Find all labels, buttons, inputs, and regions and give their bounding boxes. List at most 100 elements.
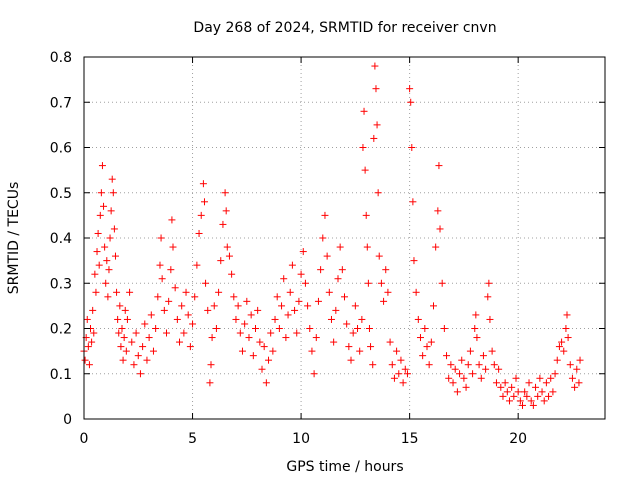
data-point (464, 361, 472, 369)
data-point (351, 302, 359, 310)
data-point (532, 383, 540, 391)
data-point (458, 356, 466, 364)
data-point (485, 279, 493, 287)
data-point (195, 229, 203, 237)
data-point (222, 207, 230, 215)
data-point (301, 279, 309, 287)
data-point (167, 266, 175, 274)
data-point (370, 134, 378, 142)
data-point (512, 374, 520, 382)
data-point (149, 347, 157, 355)
x-tick-labels: 0 5 10 15 20 (80, 431, 528, 447)
data-point (416, 334, 424, 342)
data-point (347, 356, 355, 364)
data-point (101, 243, 109, 251)
data-point (495, 365, 503, 373)
data-point (508, 383, 516, 391)
data-point (553, 356, 561, 364)
data-point (249, 352, 257, 360)
y-tick-label: 0.5 (50, 186, 72, 202)
data-point (245, 334, 253, 342)
data-point (571, 383, 579, 391)
data-point (377, 279, 385, 287)
data-point (293, 329, 301, 337)
data-point (466, 347, 474, 355)
data-point (317, 266, 325, 274)
data-point (238, 347, 246, 355)
data-point (92, 288, 100, 296)
data-point (89, 306, 97, 314)
data-point (388, 361, 396, 369)
data-point (573, 365, 581, 373)
data-point (334, 275, 342, 283)
data-point (308, 347, 316, 355)
data-point (345, 343, 353, 351)
data-point (492, 379, 500, 387)
data-point (330, 338, 338, 346)
data-point (260, 343, 268, 351)
data-point (207, 361, 215, 369)
data-point (215, 288, 223, 296)
data-point (486, 315, 494, 323)
data-point (505, 397, 513, 405)
data-point (406, 85, 414, 93)
data-point (365, 325, 373, 332)
data-point (210, 302, 218, 310)
grid-lines (84, 57, 605, 419)
data-point (269, 347, 277, 355)
data-point (219, 220, 227, 228)
data-point (147, 311, 155, 319)
data-point (497, 383, 505, 391)
data-point (178, 302, 186, 310)
x-tick-label: 5 (188, 431, 197, 447)
data-point (390, 374, 398, 382)
data-point (251, 325, 259, 332)
data-point (114, 315, 122, 323)
data-point (107, 207, 115, 215)
data-point (414, 315, 422, 323)
data-point (576, 356, 584, 364)
data-point (110, 225, 118, 233)
data-point (419, 352, 427, 360)
data-point (200, 198, 208, 206)
data-point (105, 266, 113, 274)
data-point (371, 62, 379, 70)
data-point (254, 306, 262, 314)
data-point (162, 329, 170, 337)
data-point (102, 279, 110, 287)
data-point (362, 211, 370, 219)
data-point (447, 361, 455, 369)
data-point (139, 343, 147, 351)
data-point (132, 329, 140, 337)
data-point (449, 379, 457, 387)
data-point (141, 320, 149, 328)
data-point (169, 243, 177, 251)
data-point (262, 379, 270, 387)
data-point (93, 248, 101, 256)
y-tick-label: 0.6 (50, 141, 72, 157)
data-point (168, 216, 176, 224)
data-point (558, 338, 566, 346)
data-point (534, 392, 542, 400)
data-point (332, 306, 340, 314)
data-point (160, 306, 168, 314)
data-point (297, 270, 305, 278)
data-point (143, 356, 151, 364)
data-point (555, 343, 563, 351)
chart-title: Day 268 of 2024, SRMTID for receiver cnv… (193, 20, 496, 36)
data-point (182, 288, 190, 296)
data-point (323, 252, 331, 260)
data-point (115, 329, 123, 337)
data-point (154, 293, 162, 301)
data-point (243, 297, 251, 305)
data-point (349, 329, 357, 337)
data-point (247, 311, 255, 319)
data-point (271, 315, 279, 323)
data-point (472, 311, 480, 319)
data-point (360, 107, 368, 115)
x-tick-label: 20 (509, 431, 527, 447)
data-point (542, 379, 550, 387)
data-point (386, 338, 394, 346)
data-point (445, 374, 453, 382)
